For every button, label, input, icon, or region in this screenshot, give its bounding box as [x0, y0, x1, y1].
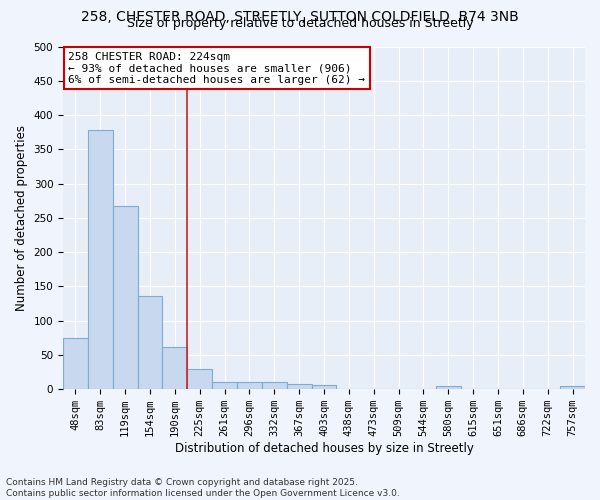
Bar: [187, 370, 212, 389]
Bar: [163, 346, 187, 389]
Bar: [212, 382, 237, 389]
X-axis label: Distribution of detached houses by size in Streetly: Distribution of detached houses by size …: [175, 442, 473, 455]
Text: 258, CHESTER ROAD, STREETLY, SUTTON COLDFIELD, B74 3NB: 258, CHESTER ROAD, STREETLY, SUTTON COLD…: [81, 10, 519, 24]
Bar: [113, 206, 137, 389]
Bar: [262, 382, 287, 389]
Bar: [63, 338, 88, 389]
Text: 258 CHESTER ROAD: 224sqm
← 93% of detached houses are smaller (906)
6% of semi-d: 258 CHESTER ROAD: 224sqm ← 93% of detach…: [68, 52, 365, 85]
Text: Contains HM Land Registry data © Crown copyright and database right 2025.
Contai: Contains HM Land Registry data © Crown c…: [6, 478, 400, 498]
Bar: [88, 130, 113, 389]
Bar: [560, 386, 585, 389]
Bar: [436, 386, 461, 389]
Bar: [287, 384, 311, 389]
Bar: [311, 385, 337, 389]
Bar: [237, 382, 262, 389]
Bar: [137, 296, 163, 389]
Text: Size of property relative to detached houses in Streetly: Size of property relative to detached ho…: [127, 18, 473, 30]
Y-axis label: Number of detached properties: Number of detached properties: [15, 125, 28, 311]
